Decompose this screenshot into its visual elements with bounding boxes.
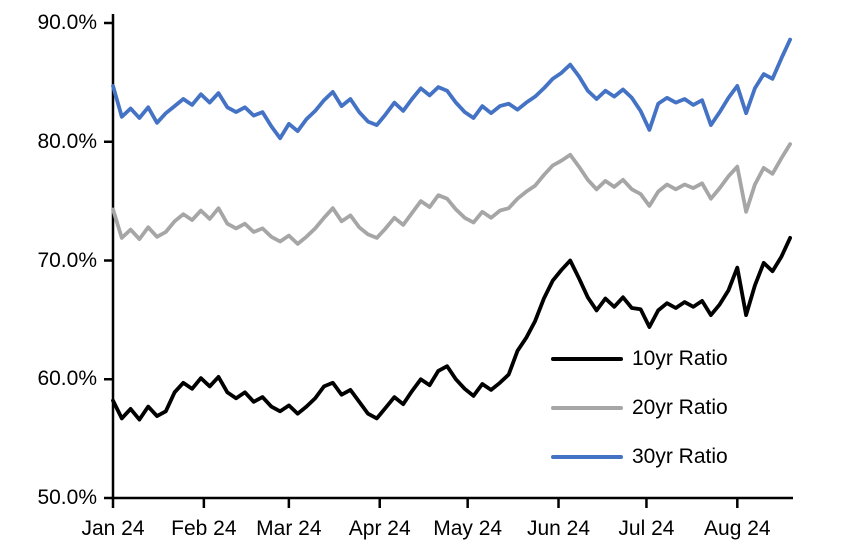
x-axis-tick-label: Mar 24 [256,517,322,540]
legend-label-20yr: 20yr Ratio [632,395,728,419]
legend-line-swatch-10yr [551,356,623,361]
legend-item-30yr-ratio: 30yr Ratio [551,432,728,481]
x-axis-tick-label: May 24 [433,517,503,540]
x-axis-tick-label: Jun 24 [526,517,591,540]
y-axis-tick-label: 60.0% [37,367,97,391]
legend-line-swatch-20yr [551,405,623,410]
x-axis-tick-label: Jan 24 [81,517,145,540]
legend: 10yr Ratio 20yr Ratio 30yr Ratio [551,334,728,481]
x-axis-tick-label: Feb 24 [171,517,237,540]
legend-label-10yr: 10yr Ratio [632,346,728,370]
y-axis-tick-label: 50.0% [37,486,97,509]
legend-label-30yr: 30yr Ratio [632,444,728,468]
x-axis-tick-label: Aug 24 [704,517,771,540]
y-axis-tick-label: 80.0% [37,129,97,153]
x-axis-tick-label: Apr 24 [348,517,411,540]
x-axis-tick-label: Jul 24 [618,517,675,540]
legend-line-swatch-30yr [551,454,623,459]
legend-item-10yr-ratio: 10yr Ratio [551,334,728,383]
legend-item-20yr-ratio: 20yr Ratio [551,383,728,432]
y-axis-tick-label: 70.0% [37,248,97,272]
y-axis-tick-label: 90.0% [37,11,97,34]
